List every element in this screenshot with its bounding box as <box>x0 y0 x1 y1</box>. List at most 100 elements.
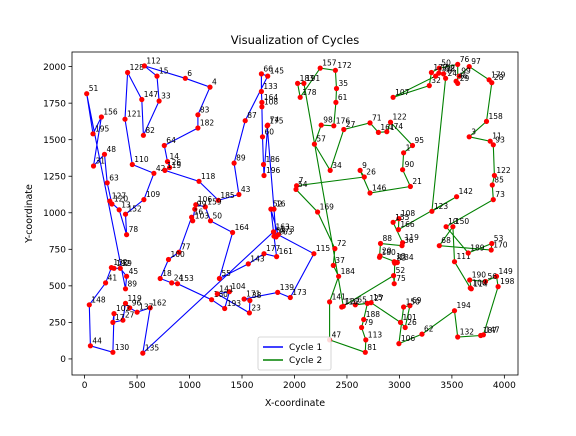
legend-label: Cycle 2 <box>289 356 322 366</box>
node-label: 183 <box>300 74 315 83</box>
y-tick-label: 500 <box>49 282 66 292</box>
y-tick-label: 1000 <box>43 209 66 219</box>
node-label: 156 <box>103 108 118 117</box>
node-label: 122 <box>393 113 408 122</box>
node-label: 97 <box>471 57 481 66</box>
node-label: 128 <box>130 63 145 72</box>
node-label: 108 <box>264 97 279 106</box>
y-axis-label: Y-coordinate <box>24 184 35 244</box>
node-label: 95 <box>415 136 425 145</box>
node-label: 161 <box>279 247 294 256</box>
node-label: 107 <box>395 88 410 97</box>
x-tick-label: 3500 <box>440 381 463 391</box>
node-label: 172 <box>337 61 352 70</box>
node-label: 20 <box>382 246 392 255</box>
node-label: 163 <box>276 222 291 231</box>
node-label: 1 <box>406 143 411 152</box>
node-label: 4 <box>212 78 217 87</box>
node-label: 87 <box>247 111 257 120</box>
node-label: 61 <box>338 93 348 102</box>
x-tick-label: 1500 <box>231 381 254 391</box>
node-label: 112 <box>146 56 161 65</box>
node-label: 173 <box>292 288 307 297</box>
node-label: 34 <box>332 161 342 170</box>
node-label: 3 <box>471 127 476 136</box>
node-label: 185 <box>220 191 235 200</box>
y-tick-label: 1250 <box>43 172 66 182</box>
node-label: 106 <box>401 334 416 343</box>
node-label: 88 <box>383 234 393 243</box>
node-label: 31 <box>96 157 106 166</box>
node-label: 115 <box>316 244 331 253</box>
node-label: 62 <box>424 325 434 334</box>
node-label: 148 <box>91 295 106 304</box>
node-label: 33 <box>161 92 171 101</box>
node-label: 100 <box>472 279 487 288</box>
node-label: 193 <box>227 299 242 308</box>
node-label: 118 <box>201 172 216 181</box>
y-tick-label: 1500 <box>43 136 66 146</box>
node-label: 23 <box>251 303 261 312</box>
node-label: 109 <box>146 190 161 199</box>
y-tick-label: 250 <box>49 319 66 329</box>
node-label: 194 <box>457 301 472 310</box>
node-label: 51 <box>89 84 99 93</box>
node-label: 122 <box>345 297 360 306</box>
node-label: 90 <box>405 160 415 169</box>
node-label: 189 <box>470 244 485 253</box>
node-label: 47 <box>332 330 342 339</box>
node-label: 178 <box>302 88 317 97</box>
node-label: 44 <box>92 336 102 345</box>
node-label: 68 <box>441 236 451 245</box>
node-label: 63 <box>109 173 119 182</box>
node-label: 100 <box>171 250 186 259</box>
y-tick-label: 2000 <box>43 63 66 73</box>
node-label: 127 <box>112 192 127 201</box>
legend: Cycle 1 Cycle 2 <box>258 337 331 370</box>
node-label: 142 <box>459 187 474 196</box>
node-label: 18 <box>162 269 172 278</box>
node-label: 162 <box>152 298 167 307</box>
node-label: 26 <box>366 168 376 177</box>
node-label: 57 <box>316 135 326 144</box>
node-label: 81 <box>367 343 377 352</box>
node-label: 48 <box>107 145 117 154</box>
x-tick-label: 3000 <box>388 381 411 391</box>
legend-label: Cycle 1 <box>289 343 322 353</box>
node-label: 15 <box>373 293 383 302</box>
node-label: 186 <box>266 155 281 164</box>
x-tick-label: 0 <box>82 381 88 391</box>
node-label: 198 <box>500 277 515 286</box>
node-label: 147 <box>485 325 500 334</box>
node-label: 6 <box>187 69 192 78</box>
node-label: 182 <box>200 119 215 128</box>
node-label: 177 <box>266 244 281 253</box>
node-label: 45 <box>129 267 139 276</box>
node-label: 158 <box>489 112 504 121</box>
x-tick-label: 1000 <box>178 381 201 391</box>
node-label: 169 <box>320 203 335 212</box>
node-label: 55 <box>221 269 231 278</box>
node-label: 83 <box>200 105 210 114</box>
node-label: 188 <box>366 310 381 319</box>
node-label: 175 <box>269 116 284 125</box>
node-label: 75 <box>396 274 406 283</box>
node-label: 164 <box>235 223 250 232</box>
node-label: 113 <box>368 330 383 339</box>
node-label: 143 <box>250 254 265 263</box>
node-label: 132 <box>460 328 475 337</box>
node-label: 196 <box>266 166 281 175</box>
node-label: 89 <box>236 154 246 163</box>
node-label: 147 <box>144 90 159 99</box>
node-label: 76 <box>460 55 470 64</box>
node-label: 179 <box>491 70 506 79</box>
node-label: 153 <box>180 274 195 283</box>
node-label: 37 <box>335 256 345 265</box>
node-label: 36 <box>404 236 414 245</box>
node-label: 133 <box>263 82 278 91</box>
node-label: 52 <box>396 266 406 275</box>
node-label: 137 <box>139 303 154 312</box>
node-label: 56 <box>488 272 498 281</box>
node-label: 122 <box>496 166 511 175</box>
